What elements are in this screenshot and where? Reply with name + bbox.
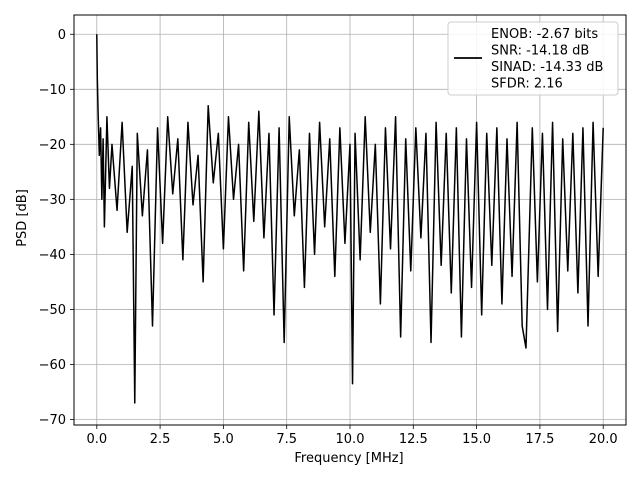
legend-text-line: ENOB: -2.67 bits	[491, 27, 598, 42]
y-tick-label: −20	[39, 138, 66, 153]
axes: 0.0 2.5 5.0 7.5 10.0 12.5 15.0 17.5 20.0 0 −10 −20 −…	[39, 14, 627, 447]
legend-text-line: SFDR: 2.16	[491, 77, 563, 92]
x-tick-label: 7.5	[276, 432, 297, 447]
psd-line	[96, 34, 604, 404]
legend-box	[447, 21, 619, 96]
y-tick-label: −10	[39, 83, 66, 98]
x-tick-label: 15.0	[462, 432, 491, 447]
x-tick-label: 12.5	[399, 432, 428, 447]
y-tick-label: −50	[39, 303, 66, 318]
legend-text-line: SNR: -14.18 dB	[491, 44, 589, 59]
y-tick-label: −30	[39, 193, 66, 208]
y-tick-label: −40	[39, 248, 66, 263]
y-tick-label: 0	[58, 28, 66, 43]
x-tick-label: 0.0	[86, 432, 107, 447]
plot-area	[96, 34, 604, 404]
y-tick-label: −70	[39, 413, 66, 428]
x-axis-label: Frequency [MHz]	[294, 451, 403, 466]
y-axis-label: PSD [dB]	[15, 189, 30, 247]
x-tick-label: 17.5	[525, 432, 554, 447]
x-tick-label: 5.0	[213, 432, 234, 447]
y-tick-label: −60	[39, 358, 66, 373]
legend-text-line: SINAD: -14.33 dB	[491, 60, 603, 75]
x-tick-label: 20.0	[589, 432, 618, 447]
x-tick-label: 10.0	[336, 432, 365, 447]
series-group	[96, 34, 604, 404]
x-tick-label: 2.5	[150, 432, 171, 447]
